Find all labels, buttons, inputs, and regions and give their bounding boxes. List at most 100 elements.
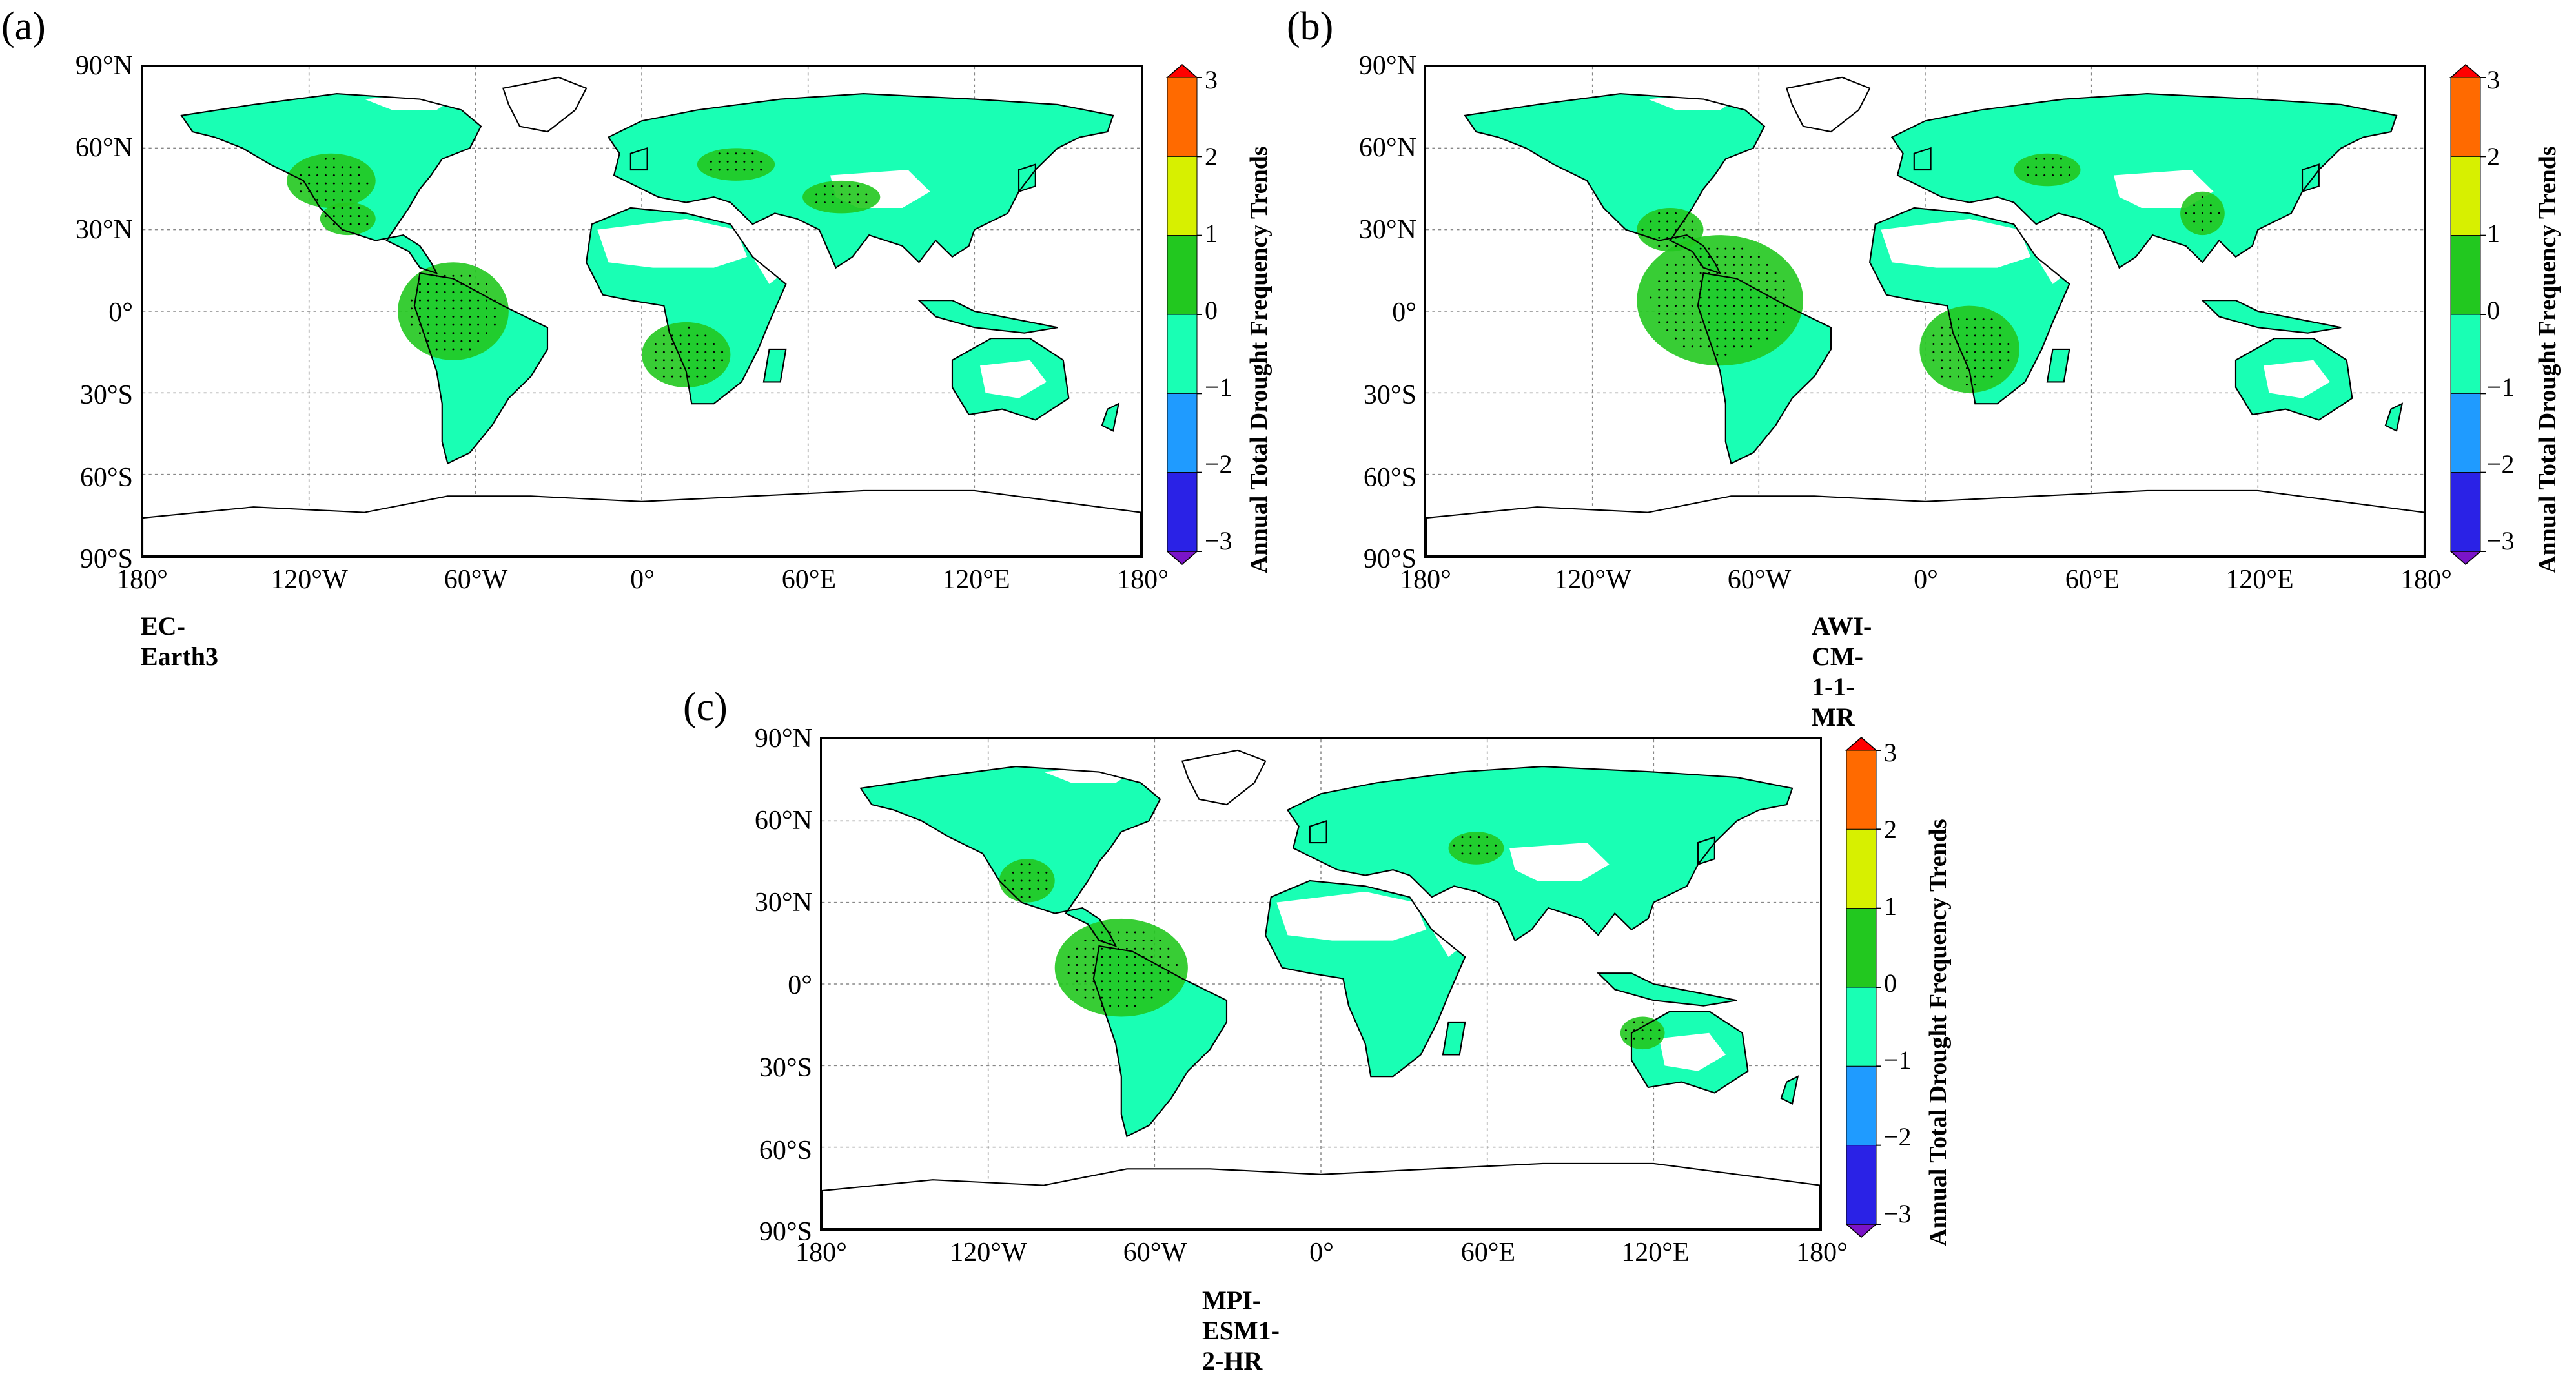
colorbar-tick: −3: [1884, 1199, 1912, 1228]
significance-dot: [1757, 305, 1760, 307]
significance-dot: [1757, 321, 1760, 323]
significance-dot: [1749, 313, 1752, 315]
significance-dot: [1990, 351, 1993, 353]
lat-tick: 60°N: [754, 806, 812, 836]
significance-dot: [1766, 280, 1768, 283]
significance-dot: [411, 307, 413, 310]
significance-dot: [1469, 852, 1472, 855]
significance-dot: [1749, 263, 1752, 266]
positive-trend-region: [398, 262, 509, 360]
arabia-empty: [1415, 902, 1477, 957]
significance-dot: [1965, 343, 1968, 345]
significance-dot: [1749, 305, 1752, 307]
significance-dot: [1682, 263, 1685, 266]
significance-dot: [2201, 229, 2203, 231]
significance-dot: [1682, 321, 1685, 323]
significance-dot: [1774, 296, 1777, 299]
significance-dot: [1150, 956, 1153, 958]
significance-dot: [469, 291, 471, 293]
significance-dot: [349, 190, 352, 193]
colorbar-tick: 1: [1205, 219, 1218, 248]
significance-dot: [1724, 288, 1727, 291]
significance-dot: [341, 182, 343, 185]
colorbar-tick: 2: [2487, 142, 2500, 171]
significance-dot: [349, 207, 352, 209]
significance-dot: [1134, 972, 1136, 974]
significance-dot: [1682, 337, 1685, 340]
significance-dot: [1757, 272, 1760, 274]
significance-dot: [840, 201, 843, 204]
significance-dot: [718, 152, 721, 155]
significance-dot: [2201, 220, 2203, 223]
lon-tick: 120°W: [1554, 565, 1631, 595]
coastline-japan: [1697, 836, 1715, 866]
colorbar-tick: 0: [1205, 296, 1218, 325]
significance-dot: [1716, 247, 1719, 250]
coastline-southeast-asia-islands: [1596, 972, 1737, 1007]
significance-dot: [332, 158, 335, 160]
significance-dot: [1674, 288, 1677, 291]
significance-dot: [1028, 888, 1031, 890]
significance-dot: [1982, 326, 1985, 329]
canadian-archipelago-empty: [1648, 94, 1737, 110]
significance-dot: [1020, 896, 1023, 898]
sahara-empty: [1881, 218, 2031, 268]
significance-dot: [1766, 305, 1768, 307]
significance-dot: [477, 315, 480, 318]
significance-dot: [1012, 888, 1014, 890]
significance-dot: [1666, 212, 1669, 214]
significance-dot: [848, 193, 851, 196]
significance-dot: [743, 169, 746, 171]
significance-dot: [1774, 305, 1777, 307]
coastline-uk: [629, 147, 648, 171]
significance-dot: [1020, 879, 1023, 882]
significance-dot: [1159, 947, 1161, 950]
significance-dot: [1037, 888, 1039, 890]
significance-dot: [477, 332, 480, 334]
significance-dot: [1109, 931, 1112, 934]
significance-dot: [486, 283, 488, 285]
significance-dot: [1965, 384, 1968, 386]
significance-dot: [823, 201, 826, 204]
lon-tick: 180°: [116, 565, 168, 595]
coastline-south-america: [413, 272, 549, 465]
colorbar-tick: 0: [2487, 296, 2500, 325]
significance-dot: [444, 323, 446, 326]
significance-dot: [1674, 245, 1677, 247]
world-map-a: [143, 67, 1141, 556]
significance-dot: [662, 343, 665, 345]
colorbar-b: [2449, 64, 2486, 565]
significance-dot: [1708, 288, 1710, 291]
significance-dot: [1633, 1021, 1635, 1023]
significance-dot: [358, 166, 360, 169]
significance-dot: [1941, 343, 1943, 345]
significance-dot: [1757, 313, 1760, 315]
significance-dot: [435, 315, 438, 318]
significance-dot: [704, 343, 707, 345]
significance-dot: [1766, 337, 1768, 340]
land-new-zealand: [1781, 1076, 1798, 1104]
significance-dot: [1658, 236, 1661, 239]
significance-dot: [1774, 313, 1777, 315]
significance-dot: [857, 185, 859, 187]
significance-dot: [341, 166, 343, 169]
significance-dot: [1974, 367, 1976, 369]
panel-label-a: (a): [1, 5, 46, 48]
significance-dot: [1749, 321, 1752, 323]
significance-dot: [1733, 329, 1735, 331]
colorbar-title: Annual Total Drought Frequency Trends: [1245, 146, 1273, 573]
significance-dot: [1733, 305, 1735, 307]
significance-dot: [1999, 334, 2001, 337]
significance-dot: [444, 283, 446, 285]
colorbar-over-arrow: [1845, 737, 1878, 751]
significance-dot: [1650, 1037, 1652, 1040]
significance-dot: [832, 201, 834, 204]
coastline-europe-asia: [1286, 766, 1794, 942]
significance-dot: [1134, 988, 1136, 991]
significance-dot: [1741, 263, 1744, 266]
significance-dot: [1691, 321, 1693, 323]
significance-dot: [704, 334, 707, 337]
significance-dot: [1159, 940, 1161, 942]
lat-tick: 0°: [108, 298, 133, 327]
significance-dot: [1142, 972, 1145, 974]
